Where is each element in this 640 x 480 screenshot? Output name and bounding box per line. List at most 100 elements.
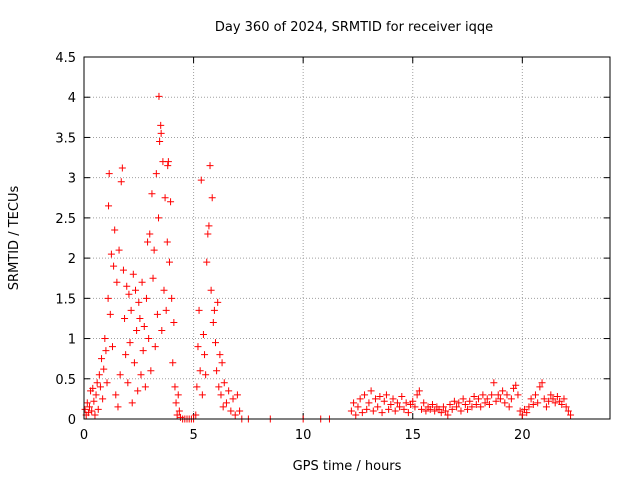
data-point — [148, 190, 156, 198]
data-point — [112, 391, 120, 399]
data-point — [133, 327, 141, 335]
data-point — [107, 250, 115, 258]
data-point — [444, 411, 452, 419]
data-point — [409, 397, 417, 405]
data-point — [468, 403, 476, 411]
data-point — [115, 246, 123, 254]
data-point — [98, 355, 106, 363]
data-point — [527, 395, 535, 403]
data-point — [116, 371, 124, 379]
y-tick-label: 1 — [68, 333, 76, 348]
data-point — [118, 164, 126, 172]
data-point — [172, 399, 180, 407]
data-point — [560, 395, 568, 403]
data-point — [481, 399, 489, 407]
data-point — [514, 391, 522, 399]
data-point — [168, 294, 176, 302]
data-point — [562, 403, 570, 411]
data-point — [156, 137, 164, 145]
data-point — [125, 290, 133, 298]
data-point — [236, 407, 244, 415]
data-point — [213, 367, 221, 375]
data-point — [167, 198, 175, 206]
x-tick-label: 10 — [295, 428, 312, 443]
data-point — [142, 294, 150, 302]
data-point — [382, 391, 390, 399]
data-point — [129, 270, 137, 278]
data-point — [90, 397, 98, 405]
data-point — [398, 392, 406, 400]
y-tick-label: 2 — [68, 252, 76, 267]
data-point — [545, 397, 553, 405]
data-point — [369, 407, 377, 415]
data-point — [507, 395, 515, 403]
data-point — [466, 397, 474, 405]
data-point — [564, 407, 572, 415]
data-point — [163, 238, 171, 246]
data-point — [149, 274, 157, 282]
data-point — [117, 178, 125, 186]
data-point — [428, 401, 436, 409]
data-point — [201, 351, 209, 359]
data-point — [542, 403, 550, 411]
y-tick-label: 3 — [68, 172, 76, 187]
y-tick-label: 1.5 — [55, 292, 76, 307]
data-point — [165, 258, 173, 266]
data-point — [198, 391, 206, 399]
data-point — [88, 407, 96, 415]
data-point — [130, 359, 138, 367]
x-tick-labels: 0 5 10 15 20 — [80, 428, 531, 443]
x-tick-label: 20 — [514, 428, 531, 443]
data-point — [123, 282, 131, 290]
data-point — [442, 407, 450, 415]
data-point — [531, 391, 539, 399]
data-point — [453, 403, 461, 411]
data-point — [485, 401, 493, 409]
data-point — [446, 401, 454, 409]
data-point — [126, 339, 134, 347]
data-point — [365, 399, 373, 407]
data-points — [81, 92, 575, 423]
data-point — [356, 395, 364, 403]
data-point — [152, 170, 160, 178]
data-point — [477, 403, 485, 411]
data-point — [134, 387, 142, 395]
data-point — [439, 403, 447, 411]
data-point — [202, 371, 210, 379]
x-tick-label: 15 — [404, 428, 421, 443]
data-point — [512, 381, 520, 389]
data-point — [85, 403, 93, 411]
axis-ticks — [83, 56, 610, 420]
data-point — [144, 238, 152, 246]
data-point — [157, 121, 165, 129]
data-point — [367, 387, 375, 395]
data-point — [138, 278, 146, 286]
grid — [84, 57, 610, 419]
data-point — [549, 395, 557, 403]
data-point — [103, 379, 111, 387]
plot-frame — [83, 56, 611, 420]
data-point — [217, 391, 225, 399]
data-point — [426, 405, 434, 413]
y-tick-label: 0.5 — [55, 373, 76, 388]
data-point — [396, 403, 404, 411]
data-point — [431, 407, 439, 415]
data-point — [95, 371, 103, 379]
data-point — [205, 222, 213, 230]
data-point — [170, 318, 178, 326]
data-point — [110, 262, 118, 270]
data-point — [418, 405, 426, 413]
data-point — [147, 367, 155, 375]
data-point — [132, 286, 140, 294]
data-point — [525, 403, 533, 411]
data-point — [505, 403, 513, 411]
data-point — [225, 387, 233, 395]
data-point — [135, 298, 143, 306]
data-point — [93, 379, 101, 387]
data-point — [153, 310, 161, 318]
data-point — [119, 266, 127, 274]
data-point — [111, 226, 119, 234]
data-point — [160, 286, 168, 294]
data-point — [197, 176, 205, 184]
